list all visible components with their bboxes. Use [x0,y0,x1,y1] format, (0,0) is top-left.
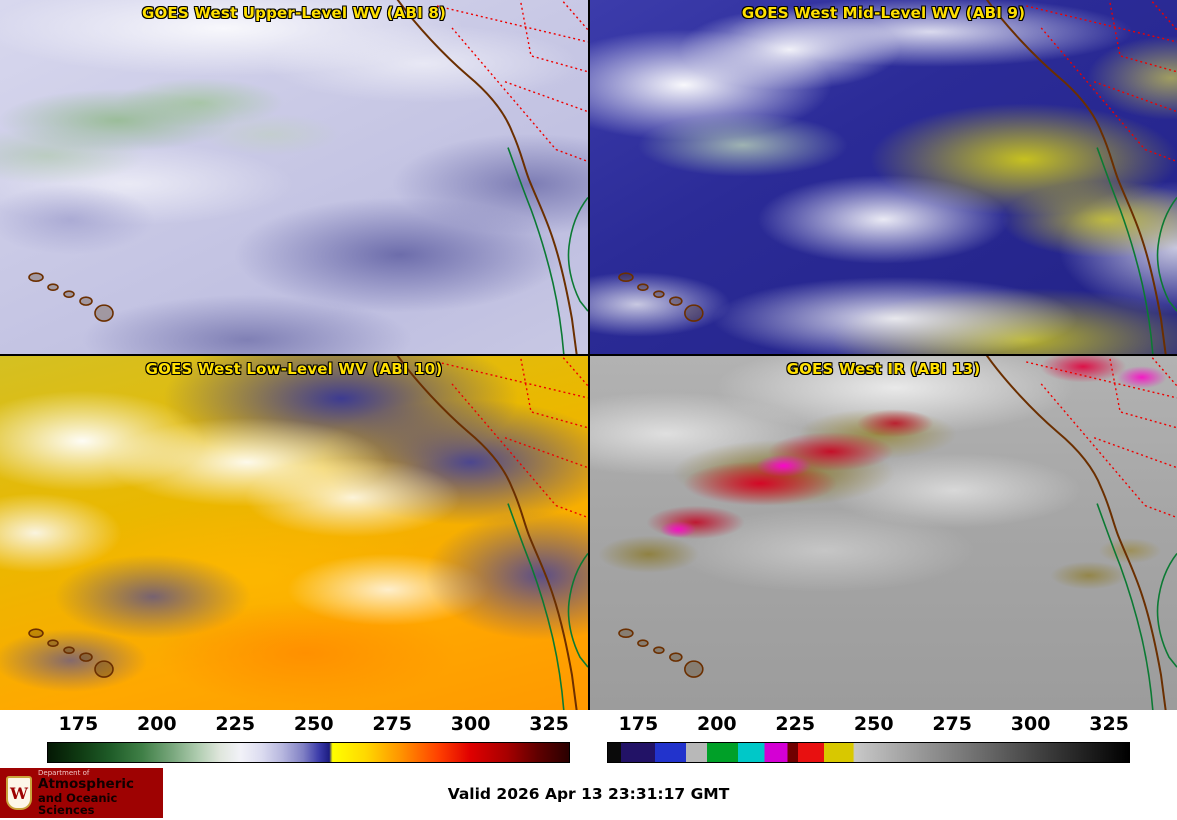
scale-tick-label: 250 [293,713,334,735]
scale-tick-label: 225 [215,713,256,735]
scale-tick-label: 275 [372,713,413,735]
temperature-scales: 175 200 225 250 275 300 325 175 200 225 … [0,710,1177,768]
logo-line1: Atmospheric [38,776,134,793]
footer: W Department of Atmospheric and Oceanic … [0,768,1177,820]
wv-colorbar [47,742,570,763]
scale-tick-label: 300 [450,713,491,735]
scale-tick-label: 175 [58,713,99,735]
panel-low-level-wv[interactable]: GOES West Low-Level WV (ABI 10) [0,356,588,710]
crest-letter: W [10,783,28,803]
ir-temperature-scale: 175 200 225 250 275 300 325 [589,710,1177,768]
map-boundaries-overlay [28,356,588,710]
scale-tick-label: 325 [529,713,569,735]
panel-upper-level-wv[interactable]: GOES West Upper-Level WV (ABI 8) [0,0,588,354]
ir-scale-ticks: 175 200 225 250 275 300 325 [607,713,1130,737]
satellite-image-low-wv [0,356,588,710]
map-boundaries-overlay [28,0,588,354]
scale-tick-label: 275 [932,713,973,735]
scale-tick-label: 200 [136,713,177,735]
panel-ir[interactable]: GOES West IR (ABI 13) [590,356,1177,710]
scale-tick-label: 300 [1010,713,1051,735]
scale-tick-label: 225 [775,713,816,735]
logo-line2: and Oceanic Sciences [38,790,118,818]
logo-department-label: Department of [38,768,90,777]
scale-tick-label: 200 [696,713,737,735]
panel-grid: GOES West Upper-Level WV (ABI 8) GOES We… [0,0,1177,710]
wv-scale-ticks: 175 200 225 250 275 300 325 [47,713,570,737]
satellite-image-mid-wv [590,0,1177,354]
scale-tick-label: 250 [853,713,894,735]
ir-colorbar [607,742,1130,763]
panel-mid-level-wv[interactable]: GOES West Mid-Level WV (ABI 9) [590,0,1177,354]
uw-aos-logo[interactable]: W Department of Atmospheric and Oceanic … [0,768,163,818]
uw-crest-icon: W [6,776,32,810]
map-boundaries-overlay [617,356,1177,710]
satellite-image-ir [590,356,1177,710]
map-boundaries-overlay [617,0,1177,354]
satellite-image-upper-wv [0,0,588,354]
valid-time-label: Valid 2026 Apr 13 23:31:17 GMT [447,785,730,803]
scale-tick-label: 175 [618,713,659,735]
wv-temperature-scale: 175 200 225 250 275 300 325 [0,710,589,768]
logo-text: Department of Atmospheric and Oceanic Sc… [38,768,155,818]
scale-tick-label: 325 [1089,713,1129,735]
